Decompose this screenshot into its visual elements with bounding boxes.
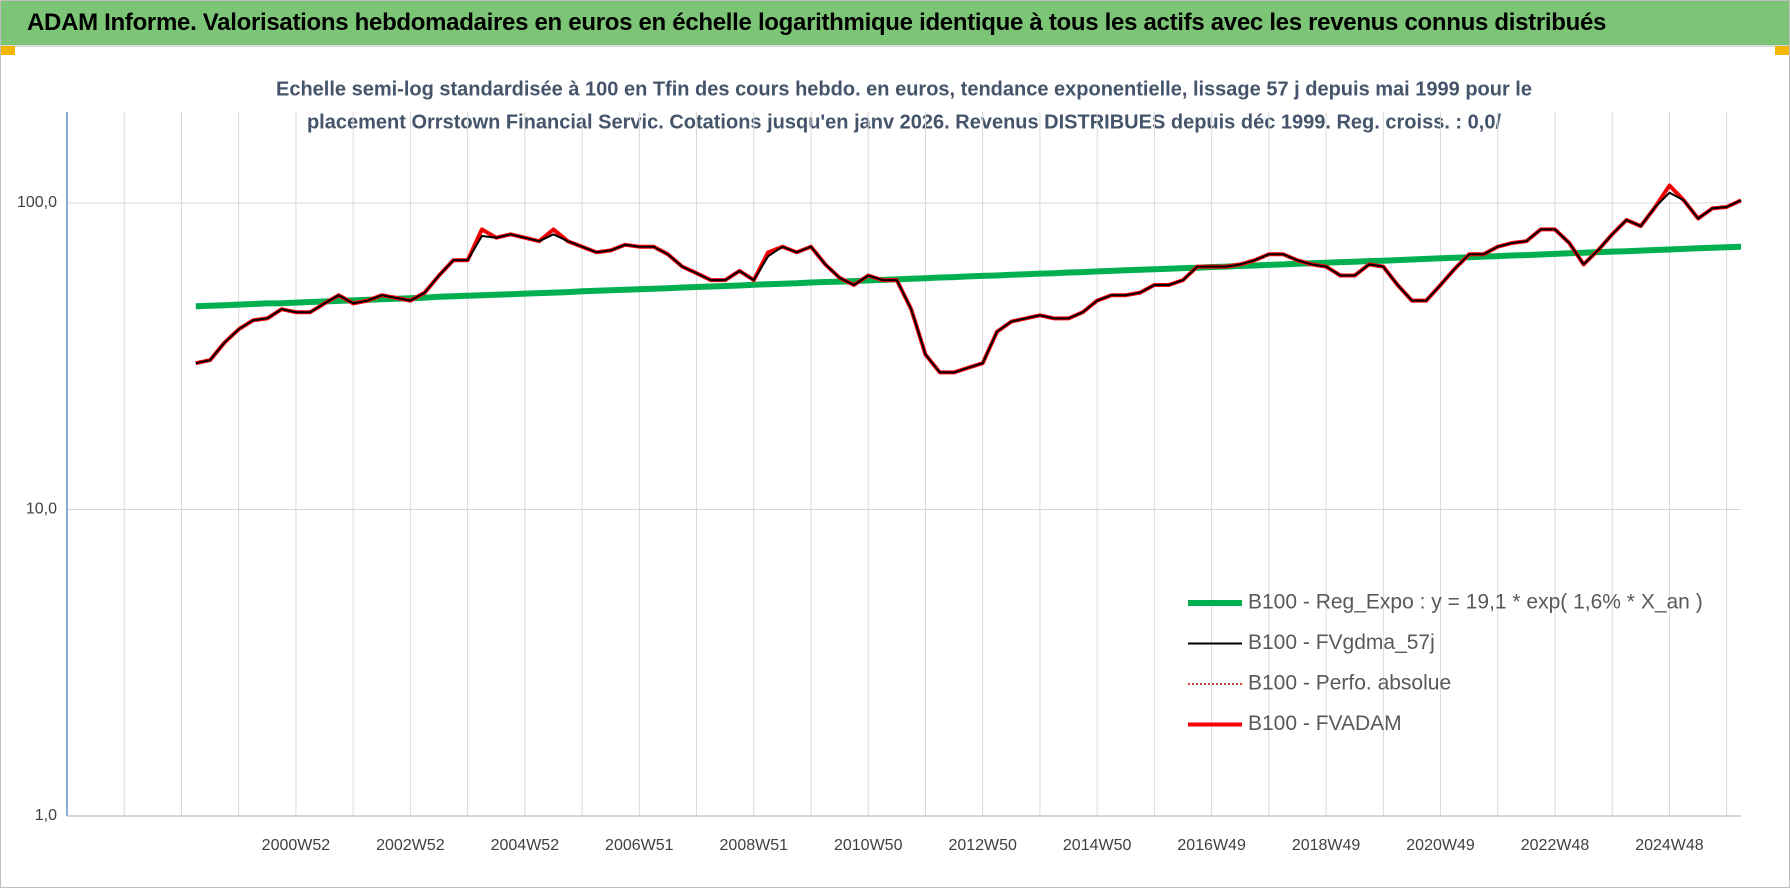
x-tick-label: 2012W50 (948, 837, 1017, 854)
x-tick-label: 2004W52 (491, 837, 560, 854)
series-line (195, 243, 1742, 310)
corner-mark (1775, 46, 1789, 55)
x-tick-label: 2010W50 (834, 837, 903, 854)
header-title: ADAM Informe. Valorisations hebdomadaire… (27, 9, 1607, 36)
series-line (195, 191, 1742, 374)
legend-label: B100 - Perfo. absolue (1248, 672, 1451, 695)
x-tick-label: 2016W49 (1177, 837, 1246, 854)
chart-title: placement Orrstown Financial Servic. Cot… (307, 111, 1501, 133)
x-tick-label: 2000W52 (262, 837, 331, 854)
y-tick-label: 1,0 (35, 807, 57, 824)
x-tick-label: 2024W48 (1635, 837, 1704, 854)
corner-mark (1, 46, 15, 55)
x-tick-label: 2014W50 (1063, 837, 1132, 854)
x-tick-label: 2006W51 (605, 837, 674, 854)
y-tick-label: 10,0 (26, 501, 57, 518)
header-bar: ADAM Informe. Valorisations hebdomadaire… (1, 1, 1789, 47)
legend-label: B100 - Reg_Expo : y = 19,1 * exp( 1,6% *… (1248, 591, 1703, 614)
legend-label: B100 - FVADAM (1248, 712, 1402, 735)
x-tick-label: 2020W49 (1406, 837, 1475, 854)
x-tick-label: 2002W52 (376, 837, 445, 854)
x-tick-label: 2018W49 (1292, 837, 1361, 854)
legend-label: B100 - FVgdma_57j (1248, 631, 1435, 654)
chart-title: Echelle semi-log standardisée à 100 en T… (276, 78, 1532, 100)
y-tick-label: 100,0 (17, 194, 57, 211)
x-tick-label: 2022W48 (1521, 837, 1590, 854)
x-tick-label: 2008W51 (720, 837, 789, 854)
